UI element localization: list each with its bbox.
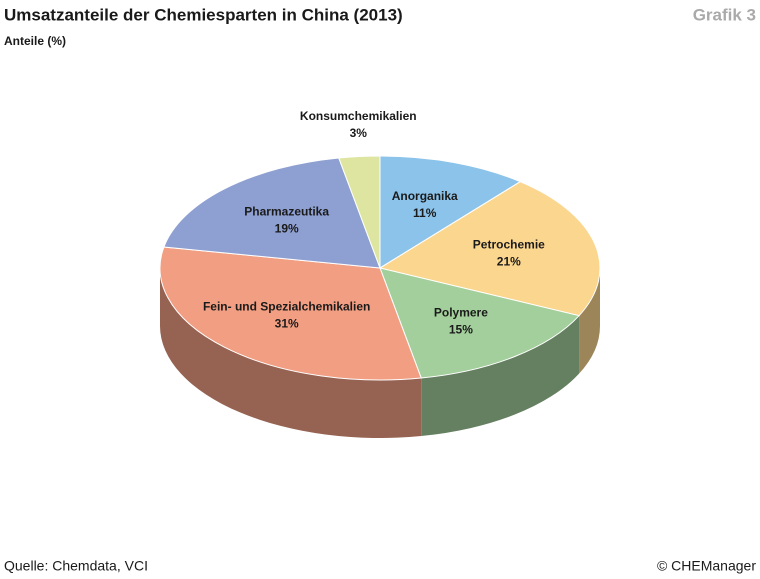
pie-labels: Anorganika 11% Petrochemie 21% Polymere 15% Fe…	[203, 109, 545, 336]
pie-side	[421, 315, 580, 437]
badge: Grafik 3	[693, 5, 756, 24]
pie-side	[579, 268, 600, 374]
chart-subtitle: Anteile (%)	[4, 34, 66, 48]
pie-slice	[163, 157, 381, 269]
chart-title: Umsatzanteile der Chemiesparten in China…	[4, 5, 403, 24]
pie-slice	[378, 181, 601, 317]
slice-label: Pharmazeutika	[244, 205, 329, 219]
pie-slice	[338, 155, 381, 269]
slice-value-label: 21%	[497, 255, 521, 269]
pie-tops	[159, 155, 601, 381]
slice-label: Petrochemie	[473, 238, 545, 252]
slice-value-label: 19%	[275, 222, 299, 236]
pie-slice	[159, 246, 422, 381]
slice-label: Konsumchemikalien	[300, 109, 417, 123]
slice-label: Fein- und Spezialchemikalien	[203, 300, 370, 314]
slice-value-label: 31%	[275, 317, 299, 331]
pie-side	[160, 268, 422, 438]
slice-value-label: 11%	[413, 206, 437, 220]
slice-value-label: 3%	[350, 126, 368, 140]
pie-sides	[160, 268, 600, 438]
source: Quelle: Chemdata, VCI	[4, 558, 148, 574]
slice-value-label: 15%	[449, 322, 473, 336]
slice-label: Anorganika	[392, 189, 458, 203]
pie-slice	[379, 155, 522, 269]
credit: © CHEManager	[657, 558, 756, 574]
slice-label: Polymere	[434, 305, 488, 319]
pie-slice	[379, 267, 581, 379]
